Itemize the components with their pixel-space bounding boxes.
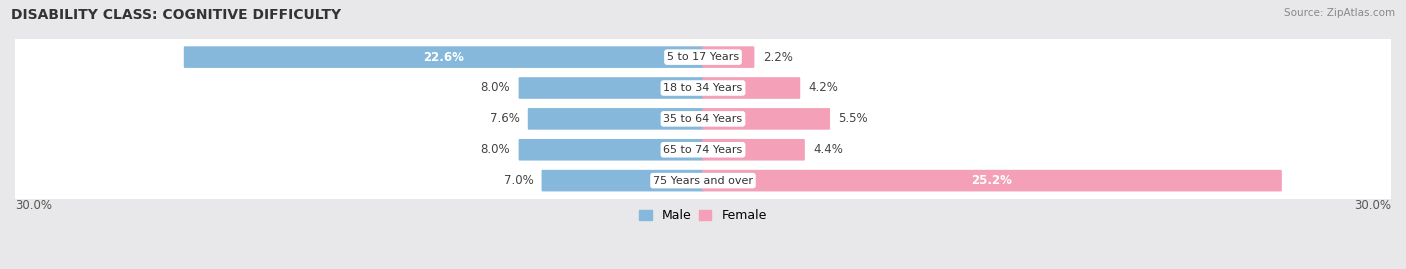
Text: 8.0%: 8.0% (481, 143, 510, 156)
Text: 18 to 34 Years: 18 to 34 Years (664, 83, 742, 93)
FancyBboxPatch shape (702, 108, 830, 130)
Text: 2.2%: 2.2% (762, 51, 793, 64)
FancyBboxPatch shape (541, 170, 704, 192)
FancyBboxPatch shape (14, 69, 1392, 107)
FancyBboxPatch shape (14, 100, 1392, 138)
FancyBboxPatch shape (527, 108, 704, 130)
Text: 5 to 17 Years: 5 to 17 Years (666, 52, 740, 62)
FancyBboxPatch shape (519, 139, 704, 161)
Text: 7.0%: 7.0% (503, 174, 533, 187)
Text: 65 to 74 Years: 65 to 74 Years (664, 145, 742, 155)
Text: 30.0%: 30.0% (15, 199, 52, 211)
Text: 7.6%: 7.6% (489, 112, 520, 125)
FancyBboxPatch shape (702, 139, 804, 161)
FancyBboxPatch shape (702, 77, 800, 99)
Text: 75 Years and over: 75 Years and over (652, 176, 754, 186)
Text: 8.0%: 8.0% (481, 82, 510, 94)
FancyBboxPatch shape (14, 131, 1392, 169)
FancyBboxPatch shape (702, 170, 1282, 192)
Text: Source: ZipAtlas.com: Source: ZipAtlas.com (1284, 8, 1395, 18)
Text: 30.0%: 30.0% (1354, 199, 1391, 211)
FancyBboxPatch shape (519, 77, 704, 99)
Text: 4.4%: 4.4% (813, 143, 844, 156)
Legend: Male, Female: Male, Female (634, 204, 772, 227)
Text: 4.2%: 4.2% (808, 82, 838, 94)
FancyBboxPatch shape (14, 162, 1392, 200)
Text: 5.5%: 5.5% (838, 112, 868, 125)
Text: 22.6%: 22.6% (423, 51, 464, 64)
Text: DISABILITY CLASS: COGNITIVE DIFFICULTY: DISABILITY CLASS: COGNITIVE DIFFICULTY (11, 8, 342, 22)
Text: 35 to 64 Years: 35 to 64 Years (664, 114, 742, 124)
FancyBboxPatch shape (14, 38, 1392, 76)
Text: 25.2%: 25.2% (972, 174, 1012, 187)
FancyBboxPatch shape (702, 46, 755, 68)
FancyBboxPatch shape (184, 46, 704, 68)
